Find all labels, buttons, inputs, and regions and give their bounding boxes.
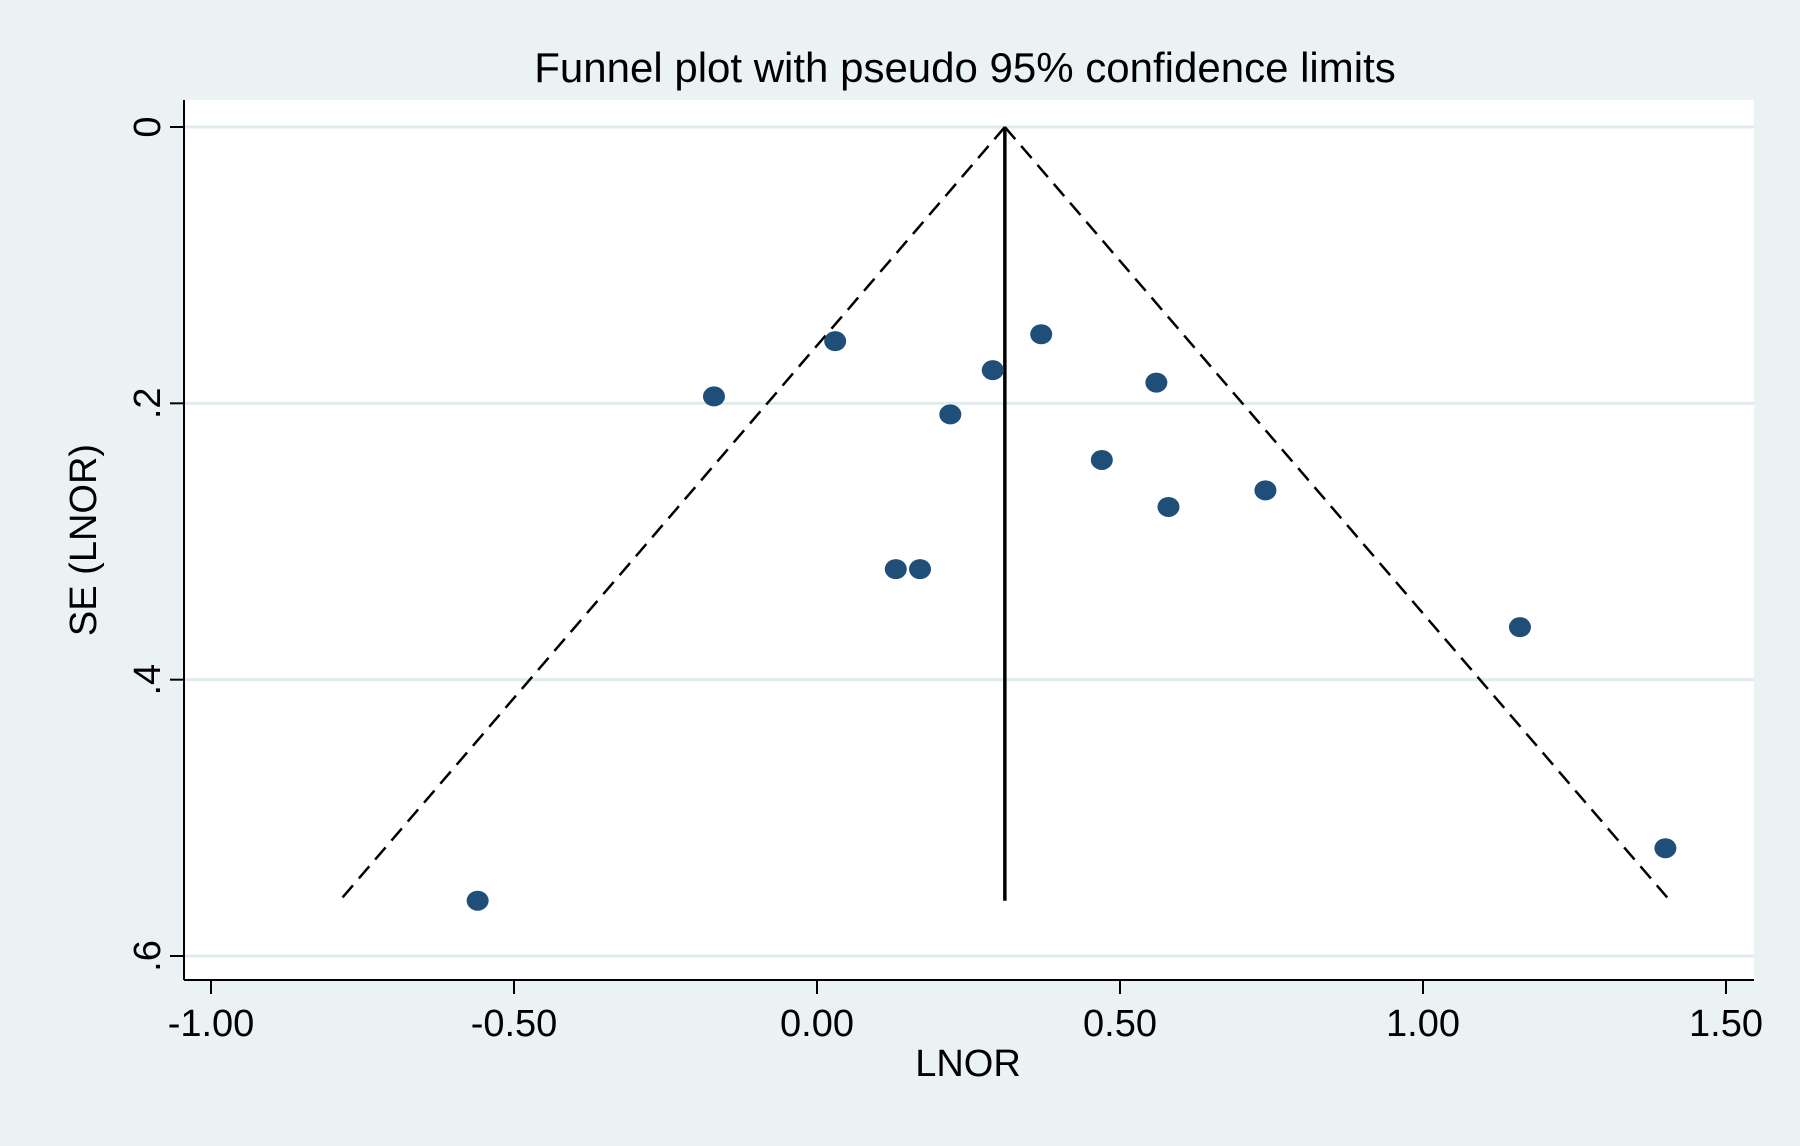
study-point — [1654, 838, 1677, 859]
plot-area — [184, 100, 1754, 980]
grid-layer — [185, 125, 1754, 958]
x-tick-label: -0.50 — [471, 1003, 558, 1045]
lower-confidence-limit — [338, 126, 1006, 902]
study-point — [1030, 324, 1053, 345]
study-point — [1254, 480, 1277, 501]
axes-layer: -1.00 -0.50 0.00 0.50 1.00 1.50 0 .2 .4 .6 — [127, 100, 1763, 1045]
x-tick-label: -1.00 — [168, 1003, 255, 1045]
study-point — [824, 331, 847, 352]
x-tick-label: 0.50 — [1083, 1003, 1157, 1045]
study-point — [909, 559, 932, 580]
x-axis-label: LNOR — [915, 1043, 1021, 1085]
funnel-layer — [338, 126, 1671, 902]
study-point — [939, 404, 962, 425]
y-tick-label: .2 — [127, 387, 169, 419]
x-tick-label: 0.00 — [780, 1003, 854, 1045]
upper-confidence-limit — [1003, 126, 1671, 902]
x-tick-label: 1.00 — [1386, 1003, 1460, 1045]
points-layer — [466, 324, 1677, 911]
x-tick-label: 1.50 — [1689, 1003, 1763, 1045]
study-point — [1090, 449, 1113, 470]
study-point — [1508, 617, 1531, 638]
y-axis-label: SE (LNOR) — [63, 444, 105, 636]
study-point — [466, 890, 489, 911]
y-tick-label: 0 — [127, 116, 169, 137]
study-point — [702, 386, 725, 407]
study-point — [981, 360, 1004, 381]
study-point — [1157, 496, 1180, 517]
chart-title: Funnel plot with pseudo 95% confidence l… — [534, 44, 1396, 91]
y-tick-label: .6 — [127, 940, 169, 972]
study-point — [884, 559, 907, 580]
study-point — [1145, 372, 1168, 393]
y-tick-label: .4 — [127, 664, 169, 696]
